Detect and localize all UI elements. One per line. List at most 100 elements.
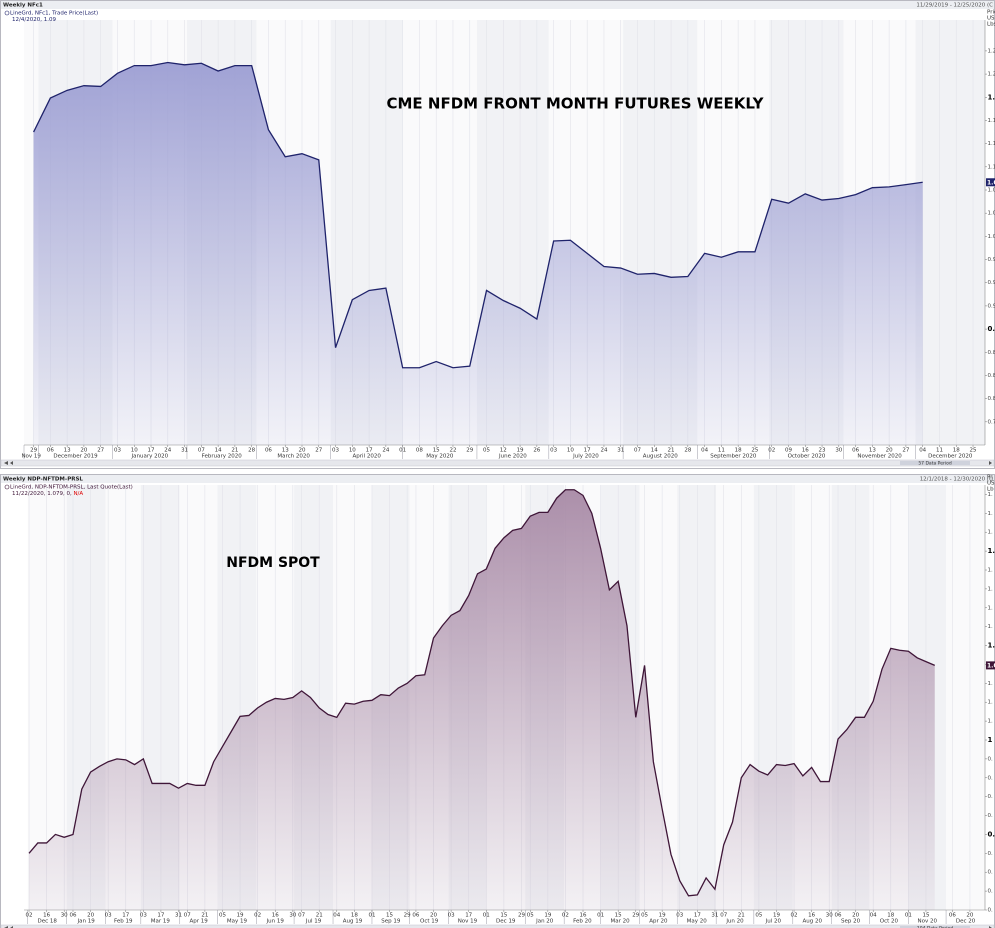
x-tick-label: 02 — [768, 448, 775, 454]
last-value-label: 1.079 — [987, 662, 995, 669]
month-label: Dec 20 — [956, 919, 976, 925]
x-tick-label: 15 — [386, 913, 393, 919]
x-tick-label: 07 — [198, 448, 205, 454]
x-tick-label: 03 — [448, 913, 455, 919]
y-tick-label: 1. — [988, 719, 993, 725]
x-tick-label: 06 — [69, 913, 76, 919]
y-tick-label: 0.8 — [988, 350, 995, 356]
y-tick-label: 0. — [988, 813, 993, 819]
y-tick-label: 1.2 — [988, 72, 995, 78]
y-tick-label: 1. — [988, 530, 993, 536]
x-tick-label: 27 — [315, 448, 322, 454]
month-label: Apr 20 — [649, 919, 668, 925]
x-tick-label: 12 — [500, 448, 507, 454]
x-tick-label: 05 — [527, 913, 534, 919]
x-tick-label: 19 — [237, 913, 244, 919]
month-label: May 19 — [227, 919, 248, 925]
month-label: April 2020 — [353, 454, 382, 460]
x-tick-label: 30 — [835, 448, 842, 454]
x-tick-label: 07 — [184, 913, 191, 919]
x-tick-label: 06 — [949, 913, 956, 919]
x-tick-label: 30 — [826, 913, 833, 919]
month-band — [946, 485, 985, 910]
x-tick-label: 02 — [26, 913, 33, 919]
month-band — [677, 485, 717, 910]
axis-header: USD — [987, 16, 995, 22]
x-tick-label: 21 — [738, 913, 745, 919]
x-tick-label: 03 — [105, 913, 112, 919]
x-tick-label: 14 — [215, 448, 222, 454]
x-tick-label: 20 — [298, 448, 305, 454]
y-tick-label: 0. — [988, 775, 993, 781]
y-tick-label: 0. — [988, 830, 995, 838]
x-tick-label: 11 — [936, 448, 943, 454]
y-tick-label: 1.1 — [988, 141, 995, 147]
month-label: July 2020 — [572, 454, 599, 460]
x-tick-label: 06 — [265, 448, 272, 454]
y-tick-label: 1. — [988, 492, 993, 498]
x-tick-label: 27 — [97, 448, 104, 454]
x-tick-label: 28 — [684, 448, 691, 454]
x-tick-label: 21 — [316, 913, 323, 919]
legend-value: 11/22/2020, 1.079, 0, N/A — [12, 491, 83, 497]
y-tick-label: 1.0 — [988, 234, 995, 240]
month-label: Dec 18 — [38, 919, 58, 925]
month-label: May 20 — [687, 919, 708, 925]
annotation: NFDM SPOT — [226, 555, 320, 571]
x-tick-label: 17 — [694, 913, 701, 919]
month-band — [915, 20, 985, 445]
x-tick-label: 16 — [808, 913, 815, 919]
legend-status: N/A — [73, 491, 83, 497]
x-tick-label: 29 — [404, 913, 411, 919]
x-tick-label: 16 — [43, 913, 50, 919]
x-tick-label: 22 — [449, 448, 456, 454]
y-tick-label: 1.0 — [988, 211, 995, 217]
month-label: December 2020 — [928, 454, 973, 460]
last-value-marker — [986, 178, 995, 187]
month-label: November 2020 — [857, 454, 902, 460]
area — [33, 62, 923, 445]
data-period: 57 Data Period — [918, 461, 952, 467]
line — [33, 61, 923, 369]
month-label: December 2019 — [53, 454, 98, 460]
axis-header: Pr — [987, 475, 993, 481]
month-label: August 2020 — [643, 454, 678, 460]
x-tick-label: 07 — [634, 448, 641, 454]
x-tick-label: 20 — [87, 913, 94, 919]
x-tick-label: 02 — [254, 913, 261, 919]
y-tick-label: 0. — [988, 870, 993, 876]
month-label: Jun 20 — [725, 919, 744, 925]
x-tick-label: 24 — [600, 448, 607, 454]
month-label: Feb 20 — [573, 919, 592, 925]
y-tick-label: 0.9 — [988, 257, 995, 263]
month-label: Jan 20 — [535, 919, 554, 925]
x-tick-label: 15 — [615, 913, 622, 919]
legend-icon — [4, 484, 10, 490]
x-tick-label: 10 — [567, 448, 574, 454]
x-tick-label: 01 — [399, 448, 406, 454]
x-tick-label: 29 — [466, 448, 473, 454]
month-label: Apr 19 — [189, 919, 208, 925]
month-label: Jan 19 — [77, 919, 96, 925]
x-tick-label: 03 — [676, 913, 683, 919]
x-tick-label: 29 — [30, 448, 37, 454]
x-tick-label: 21 — [201, 913, 208, 919]
x-tick-label: 04 — [870, 913, 877, 919]
x-tick-label: 11 — [718, 448, 725, 454]
x-tick-label: 24 — [164, 448, 171, 454]
x-tick-label: 31 — [181, 448, 188, 454]
x-tick-label: 07 — [720, 913, 727, 919]
y-tick-label: 0. — [988, 794, 993, 800]
legend-label: LineGrd, NFc1, Trade Price(Last) — [10, 11, 98, 17]
month-label: Nov 20 — [917, 919, 937, 925]
x-tick-label: 04 — [701, 448, 708, 454]
x-tick-label: 06 — [412, 913, 419, 919]
y-tick-label: 1. — [988, 511, 993, 517]
y-tick-label: 1 — [988, 736, 993, 744]
x-tick-label: 01 — [483, 913, 490, 919]
title-bar — [1, 1, 994, 9]
legend-label: LineGrd, NDP-NFTDM-PRSL, Last Quote(Last… — [10, 485, 133, 491]
x-tick-label: 13 — [282, 448, 289, 454]
x-tick-label: 31 — [617, 448, 624, 454]
